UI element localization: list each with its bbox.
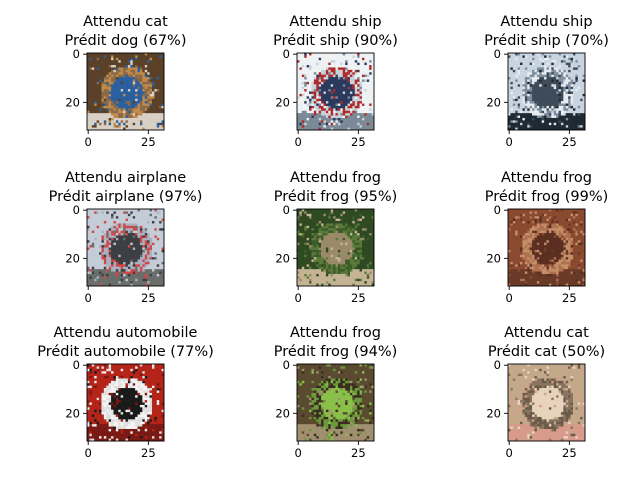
x-tick-label: 25	[562, 291, 577, 305]
y-tick-label: 0	[494, 358, 501, 372]
y-tick-label: 20	[65, 95, 80, 109]
thumbnail-image	[508, 53, 586, 131]
x-tick-label: 25	[351, 446, 366, 460]
subplot-title-expected: Attendu cat	[83, 14, 168, 30]
axes-frame	[296, 363, 375, 442]
axes-frame	[507, 52, 586, 131]
y-tick-label: 0	[283, 203, 290, 217]
subplot-title-predicted: Prédit ship (90%)	[273, 33, 398, 49]
subplot-title-predicted: Prédit dog (67%)	[64, 33, 186, 49]
axes-frame	[296, 208, 375, 287]
y-tick-label: 20	[65, 406, 80, 420]
y-tick-label: 0	[494, 47, 501, 61]
subplot-title-expected: Attendu ship	[500, 14, 592, 30]
thumbnail-image	[87, 364, 165, 442]
subplot-title-predicted: Prédit airplane (97%)	[49, 189, 203, 205]
thumbnail-image	[508, 209, 586, 287]
y-tick-label: 20	[275, 95, 290, 109]
axes-frame	[296, 52, 375, 131]
y-tick-label: 20	[486, 251, 501, 265]
y-tick-label: 0	[73, 358, 80, 372]
thumbnail-image	[297, 53, 375, 131]
subplot-title-expected: Attendu cat	[504, 325, 589, 341]
x-tick-label: 0	[85, 135, 92, 149]
axes-frame	[86, 208, 165, 287]
y-tick-label: 20	[486, 95, 501, 109]
y-tick-label: 0	[73, 203, 80, 217]
subplot: Attendu automobile Prédit automobile (77%…	[37, 325, 214, 460]
x-tick-label: 0	[506, 446, 513, 460]
x-tick-label: 0	[506, 135, 513, 149]
subplot-title-predicted: Prédit ship (70%)	[484, 33, 609, 49]
subplot-title-predicted: Prédit frog (95%)	[274, 189, 398, 205]
thumbnail-image	[297, 209, 375, 287]
x-tick-label: 0	[85, 446, 92, 460]
y-tick-label: 20	[275, 406, 290, 420]
subplot-title-predicted: Prédit frog (99%)	[485, 189, 609, 205]
x-tick-label: 25	[351, 135, 366, 149]
y-tick-label: 20	[486, 406, 501, 420]
subplot-title-expected: Attendu frog	[290, 325, 381, 341]
subplot-title-predicted: Prédit cat (50%)	[488, 344, 605, 360]
y-tick-label: 20	[275, 251, 290, 265]
y-tick-label: 0	[283, 47, 290, 61]
y-tick-label: 0	[73, 47, 80, 61]
subplot-title-expected: Attendu airplane	[65, 170, 186, 186]
x-tick-label: 0	[295, 291, 302, 305]
y-tick-label: 0	[494, 203, 501, 217]
thumbnail-image	[297, 364, 375, 442]
axes-frame	[86, 52, 165, 131]
thumbnail-image	[87, 53, 165, 131]
thumbnail-image	[508, 364, 586, 442]
subplot-title-expected: Attendu automobile	[54, 325, 198, 341]
subplot-title-predicted: Prédit frog (94%)	[274, 344, 398, 360]
x-tick-label: 25	[562, 135, 577, 149]
thumbnail-image	[87, 209, 165, 287]
x-tick-label: 25	[562, 446, 577, 460]
x-tick-label: 25	[351, 291, 366, 305]
y-tick-label: 0	[283, 358, 290, 372]
axes-frame	[507, 363, 586, 442]
subplot-title-expected: Attendu frog	[501, 170, 592, 186]
subplot-title-expected: Attendu ship	[289, 14, 381, 30]
x-tick-label: 0	[506, 291, 513, 305]
axes-frame	[86, 363, 165, 442]
axes-frame	[507, 208, 586, 287]
x-tick-label: 25	[141, 291, 156, 305]
subplot-title-predicted: Prédit automobile (77%)	[37, 344, 214, 360]
x-tick-label: 0	[295, 135, 302, 149]
subplot-title-expected: Attendu frog	[290, 170, 381, 186]
x-tick-label: 0	[85, 291, 92, 305]
y-tick-label: 20	[65, 251, 80, 265]
x-tick-label: 0	[295, 446, 302, 460]
x-tick-label: 25	[141, 135, 156, 149]
x-tick-label: 25	[141, 446, 156, 460]
